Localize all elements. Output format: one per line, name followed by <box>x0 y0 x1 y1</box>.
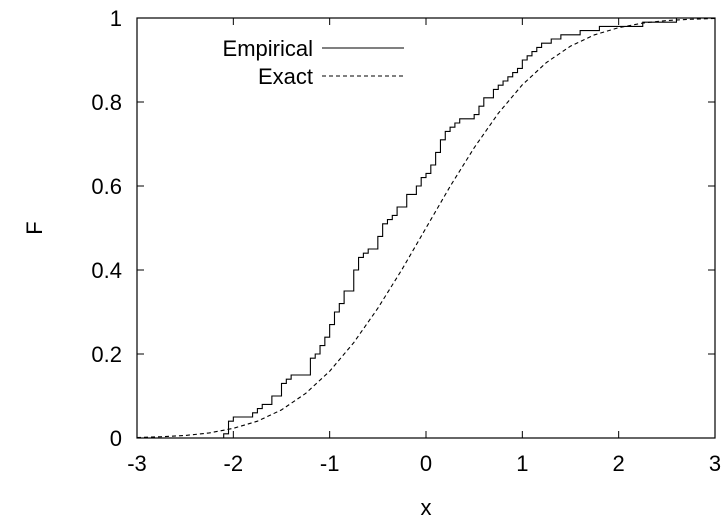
x-tick-label: 3 <box>709 451 721 476</box>
y-tick-label: 0 <box>110 426 122 451</box>
x-tick-label: 0 <box>420 451 432 476</box>
x-axis-label: x <box>421 495 432 520</box>
ticks <box>136 17 716 439</box>
y-tick-label: 1 <box>110 6 122 31</box>
x-tick-label: -1 <box>320 451 340 476</box>
series-line-empirical <box>137 17 715 439</box>
tick-labels: -3 -2 -1 0 1 2 3 0 0.2 0.4 0.6 0.8 1 <box>91 6 721 476</box>
x-tick-label: -2 <box>224 451 244 476</box>
y-tick-label: 0.6 <box>91 174 122 199</box>
series-line-exact <box>136 17 716 439</box>
legend-label: Empirical <box>223 36 313 61</box>
series-layer <box>136 17 716 439</box>
legend: Empirical Exact <box>223 36 404 89</box>
y-axis-label: F <box>22 221 47 234</box>
y-tick-label: 0.4 <box>91 258 122 283</box>
x-tick-label: 2 <box>613 451 625 476</box>
x-tick-label: 1 <box>516 451 528 476</box>
legend-label: Exact <box>258 64 313 89</box>
y-tick-label: 0.8 <box>91 90 122 115</box>
x-tick-label: -3 <box>127 451 147 476</box>
plot-frame <box>136 17 716 439</box>
y-tick-label: 0.2 <box>91 342 122 367</box>
